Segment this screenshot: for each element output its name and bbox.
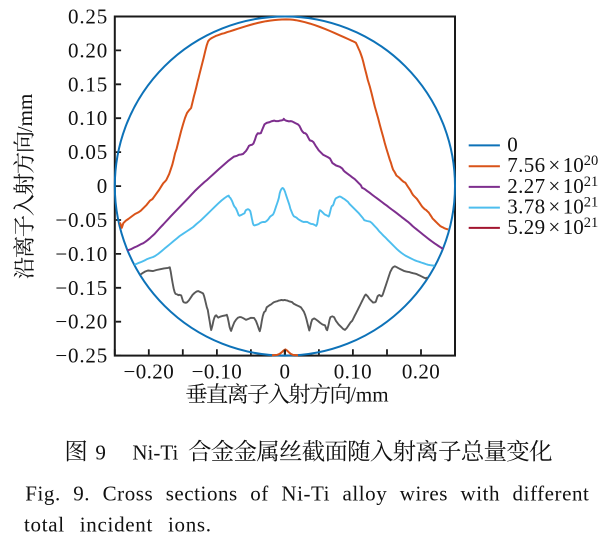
svg-text:Fig. 9. Cross sections of Ni-T: Fig. 9. Cross sections of Ni-Ti alloy wi… [25,481,589,505]
svg-text:−0.10: −0.10 [55,242,108,266]
svg-text:−0.20: −0.20 [124,360,175,384]
svg-text:0.10: 0.10 [334,360,372,384]
svg-text:0: 0 [507,132,518,156]
svg-text:3.78×1021: 3.78 × 1021 [507,195,598,219]
svg-text:/mm: /mm [13,94,37,133]
svg-text:0.25: 0.25 [68,5,108,29]
svg-text:Ni-Ti: Ni-Ti [132,440,178,464]
svg-text:7.56×1020: 7.56 × 1020 [507,153,598,177]
svg-text:9: 9 [95,440,106,464]
svg-text:0.20: 0.20 [402,360,440,384]
svg-text:5.29×1021: 5.29 × 1021 [507,215,598,239]
svg-text:−0.10: −0.10 [192,360,243,384]
svg-text:−0.25: −0.25 [55,344,108,368]
svg-text:−0.20: −0.20 [55,310,108,334]
svg-text:total incident ions.: total incident ions. [24,512,212,536]
svg-text:0.20: 0.20 [68,38,108,62]
svg-text:0.10: 0.10 [68,106,108,130]
svg-text:0: 0 [97,174,108,198]
svg-text:0.15: 0.15 [68,72,108,96]
svg-text:−0.15: −0.15 [55,276,108,300]
svg-text:2.27×1021: 2.27 × 1021 [507,174,598,198]
svg-text:/mm: /mm [350,382,389,406]
svg-text:−0.05: −0.05 [55,208,108,232]
svg-text:0.05: 0.05 [68,140,108,164]
svg-text:0: 0 [279,360,290,384]
